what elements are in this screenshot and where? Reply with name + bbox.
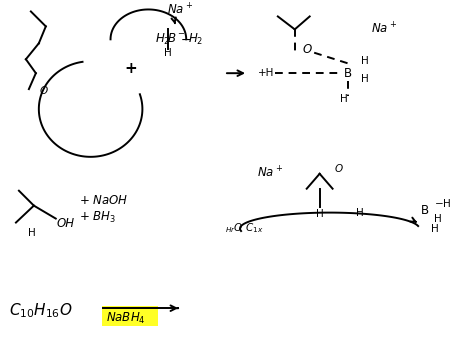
Text: $Na^+$: $Na^+$ — [371, 22, 398, 37]
Text: $-$H: $-$H — [434, 197, 452, 209]
Text: H: H — [431, 224, 439, 234]
Text: $NaBH_4$: $NaBH_4$ — [106, 310, 145, 326]
Text: $H_2$: $H_2$ — [188, 32, 203, 47]
Text: H: H — [340, 94, 347, 104]
Text: O: O — [303, 43, 312, 56]
Text: B: B — [421, 204, 429, 217]
Text: +: + — [124, 61, 137, 76]
Text: $Na^+$: $Na^+$ — [167, 2, 193, 17]
Text: $H_2\!B$: $H_2\!B$ — [155, 32, 177, 47]
Text: OH: OH — [57, 217, 75, 230]
Text: H: H — [164, 48, 172, 58]
Text: H: H — [28, 227, 36, 237]
Text: $+\ BH_3$: $+\ BH_3$ — [79, 210, 116, 225]
Text: H: H — [362, 74, 369, 84]
Text: B: B — [344, 67, 352, 80]
Text: $^-$: $^-$ — [176, 30, 186, 43]
Text: H: H — [316, 209, 324, 219]
Text: $Na^+$: $Na^+$ — [257, 165, 283, 180]
Text: $-$: $-$ — [180, 33, 191, 46]
Text: O: O — [335, 164, 343, 174]
Text: +H: +H — [258, 68, 274, 78]
Text: H: H — [434, 214, 442, 224]
Text: H: H — [356, 208, 364, 218]
FancyBboxPatch shape — [101, 306, 158, 326]
Text: H: H — [362, 56, 369, 66]
Text: $+\ NaOH$: $+\ NaOH$ — [79, 194, 128, 207]
Text: $C_{10}H_{16}O$: $C_{10}H_{16}O$ — [9, 301, 73, 320]
Text: O: O — [40, 86, 48, 96]
Text: $_{Hr}O\ C_{1x}$: $_{Hr}O\ C_{1x}$ — [225, 222, 264, 235]
